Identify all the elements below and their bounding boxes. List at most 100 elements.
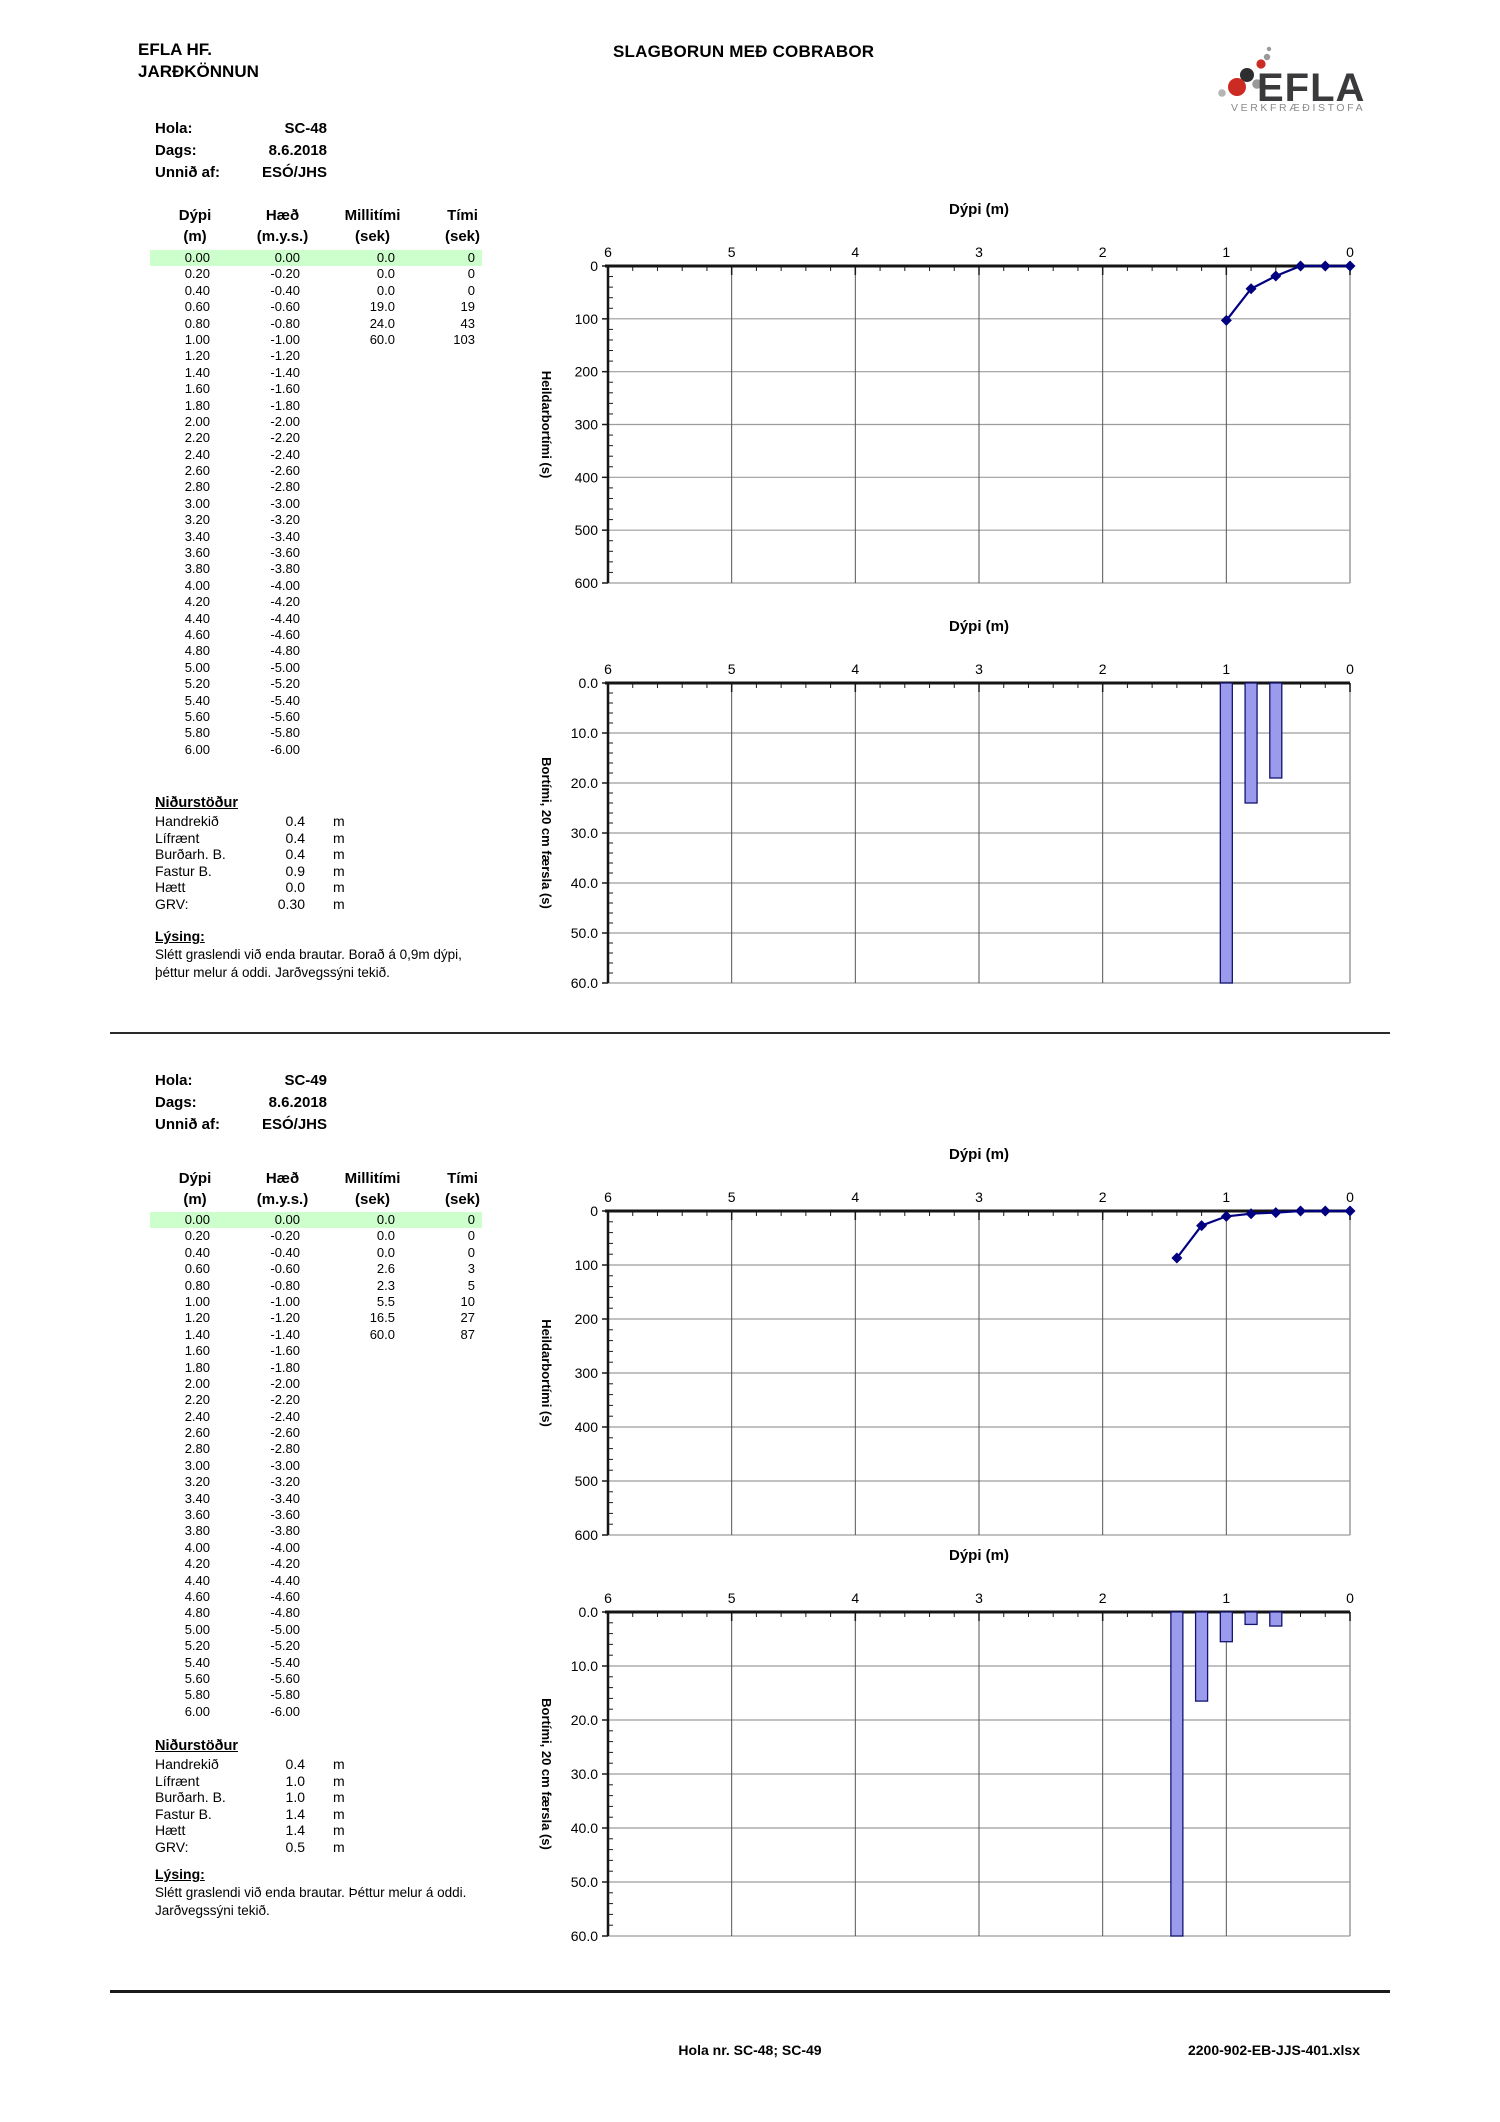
table-row: 5.60 -5.60: [184, 1670, 300, 1686]
svg-text:20.0: 20.0: [571, 1712, 598, 1728]
result-value: 1.4: [285, 1805, 305, 1822]
result-label: Burðarh. B.: [155, 1789, 226, 1806]
meta-label: Dags:: [155, 142, 197, 159]
col-unit-dypi: (m): [183, 1191, 207, 1208]
svg-text:10.0: 10.0: [571, 1658, 598, 1674]
result-unit: m: [333, 1822, 345, 1839]
result-item: Burðarh. B. 1.0 m: [155, 1789, 485, 1806]
table-row: 1.60 -1.60: [184, 381, 300, 397]
result-item: Lífrænt 0.4 m: [155, 830, 485, 847]
table-row: 2.20 -2.20: [184, 430, 300, 446]
description-text: Slétt graslendi við enda brautar. Þéttur…: [155, 1885, 467, 1900]
data-table-sc49: 0.00 0.00 0.0 0 0.20 -0.20 0.0 0 0.40 -0.40 0.0 0 0.…: [150, 1212, 482, 1720]
meta-label: Hola:: [155, 120, 193, 137]
logo-subtitle: VERKFRÆÐISTOFA: [1231, 102, 1366, 114]
svg-text:10.0: 10.0: [571, 725, 598, 741]
result-label: Lífrænt: [155, 1772, 200, 1789]
result-value: 1.4: [285, 1822, 305, 1839]
table-row: 2.80 -2.80: [184, 1441, 300, 1457]
table-row: 1.40 -1.40 60.0 87: [184, 1326, 475, 1342]
svg-text:6: 6: [604, 244, 612, 260]
table-row: 4.40 -4.40: [184, 1572, 300, 1588]
table-header: Dýpi Hæð Millitími Tími (m) (m.y.s.) (se…: [150, 1168, 505, 1210]
svg-text:Dýpi (m): Dýpi (m): [949, 1146, 1009, 1163]
table-row: 5.00 -5.00: [184, 1621, 300, 1637]
svg-text:2: 2: [1099, 1189, 1107, 1205]
table-row: 1.80 -1.80: [184, 397, 300, 413]
result-item: Lífrænt 1.0 m: [155, 1773, 485, 1790]
svg-text:3: 3: [975, 661, 983, 677]
result-value: 0.0: [285, 879, 305, 896]
footer-hole-numbers: Hola nr. SC-48; SC-49: [678, 2042, 822, 2058]
svg-text:40.0: 40.0: [571, 875, 598, 891]
col-header-haed: Hæð: [265, 1170, 300, 1187]
svg-text:0: 0: [1346, 661, 1354, 677]
svg-text:6: 6: [604, 1590, 612, 1606]
svg-text:3: 3: [975, 244, 983, 260]
bar-chart-sc49-interval-time: 6 5 4 3 2 1 0 0.0 10.0 20.0 30.0 40.0 50.0 60.0 Dýpi (…: [450, 1547, 1450, 1953]
svg-text:500: 500: [575, 522, 599, 538]
description-text: Slétt graslendi við enda brautar. Borað …: [155, 947, 462, 962]
table-row: 0.80 -0.80 24.0 43: [184, 315, 475, 331]
svg-text:Dýpi (m): Dýpi (m): [949, 201, 1009, 218]
table-row: 3.80 -3.80: [184, 1523, 300, 1539]
table-row: 0.60 -0.60 2.6 3: [184, 1261, 475, 1277]
table-row: 3.60 -3.60: [184, 545, 300, 561]
table-row: 0.40 -0.40 0.0 0: [184, 282, 475, 298]
description-heading: Lýsing:: [155, 1866, 205, 1882]
table-row: 4.80 -4.80: [184, 643, 300, 659]
logo-wordmark: EFLA: [1257, 66, 1366, 110]
meta-value-dags: 8.6.2018: [268, 1094, 327, 1111]
meta-label: Hola:: [155, 1072, 193, 1089]
department-name: JARÐKÖNNUN: [138, 62, 259, 81]
result-item: Fastur B. 1.4 m: [155, 1806, 485, 1823]
svg-text:200: 200: [575, 1311, 599, 1327]
result-value: 0.4: [285, 1756, 305, 1772]
table-row: 1.40 -1.40: [184, 364, 300, 380]
table-row: 1.20 -1.20: [184, 348, 300, 364]
col-unit-millitimi: (sek): [354, 228, 391, 245]
table-row: 5.00 -5.00: [184, 659, 300, 675]
col-unit-haed: (m.y.s.): [256, 228, 309, 245]
col-header-timi: Tími: [447, 207, 478, 224]
table-row: 5.40 -5.40: [184, 1654, 300, 1670]
table-row: 3.40 -3.40: [184, 1490, 300, 1506]
description-text: Jarðvegssýni tekið.: [155, 1903, 270, 1918]
table-row: 4.00 -4.00: [184, 577, 300, 593]
result-item: GRV: 0.30 m: [155, 896, 485, 913]
svg-text:Bortími, 20 cm færsla (s): Bortími, 20 cm færsla (s): [539, 757, 554, 909]
table-row: 0.80 -0.80 2.3 5: [184, 1277, 475, 1293]
table-row: 4.40 -4.40: [184, 610, 300, 626]
bar-chart-sc48-interval-time: 6 5 4 3 2 1 0 0.0 10.0 20.0 30.0 40.0 50.0 60.0 Dýpi (…: [450, 600, 1450, 1000]
svg-text:1: 1: [1222, 661, 1230, 677]
results-block: Niðurstöður Handrekið 0.4 m Lífrænt 0.4 m Burð…: [155, 795, 485, 913]
svg-text:0: 0: [1346, 1590, 1354, 1606]
svg-text:30.0: 30.0: [571, 825, 598, 841]
result-unit: m: [333, 1756, 345, 1772]
col-header-timi: Tími: [447, 1170, 478, 1187]
borehole-meta: Hola: SC-49 Dags: 8.6.2018 Unnið af: ESÓ/JH…: [155, 1070, 335, 1136]
col-unit-millitimi: (sek): [354, 1191, 391, 1208]
table-row: 0.60 -0.60 19.0 19: [184, 299, 475, 315]
col-header-millitimi: Millitími: [344, 207, 401, 224]
table-row: 2.00 -2.00: [184, 1375, 300, 1391]
svg-text:5: 5: [728, 244, 736, 260]
description-block: Lýsing: Slétt graslendi við enda brautar…: [155, 927, 500, 982]
page-title: SLAGBORUN MEÐ COBRABOR: [613, 42, 875, 61]
svg-text:0.0: 0.0: [579, 675, 599, 691]
svg-text:0: 0: [1346, 244, 1354, 260]
result-unit: m: [333, 1772, 345, 1789]
table-row: 0.20 -0.20 0.0 0: [184, 266, 475, 282]
svg-text:200: 200: [575, 364, 599, 380]
result-value: 0.5: [285, 1838, 305, 1855]
svg-text:0: 0: [590, 258, 598, 274]
description-heading: Lýsing:: [155, 928, 205, 944]
meta-value-hola: SC-48: [284, 120, 327, 137]
table-row: 4.60 -4.60: [184, 626, 300, 642]
table-row: 4.20 -4.20: [184, 1556, 300, 1572]
table-row: 5.20 -5.20: [184, 676, 300, 692]
logo-dots-icon: [1218, 46, 1272, 97]
result-unit: m: [333, 879, 345, 896]
svg-text:60.0: 60.0: [571, 975, 598, 991]
